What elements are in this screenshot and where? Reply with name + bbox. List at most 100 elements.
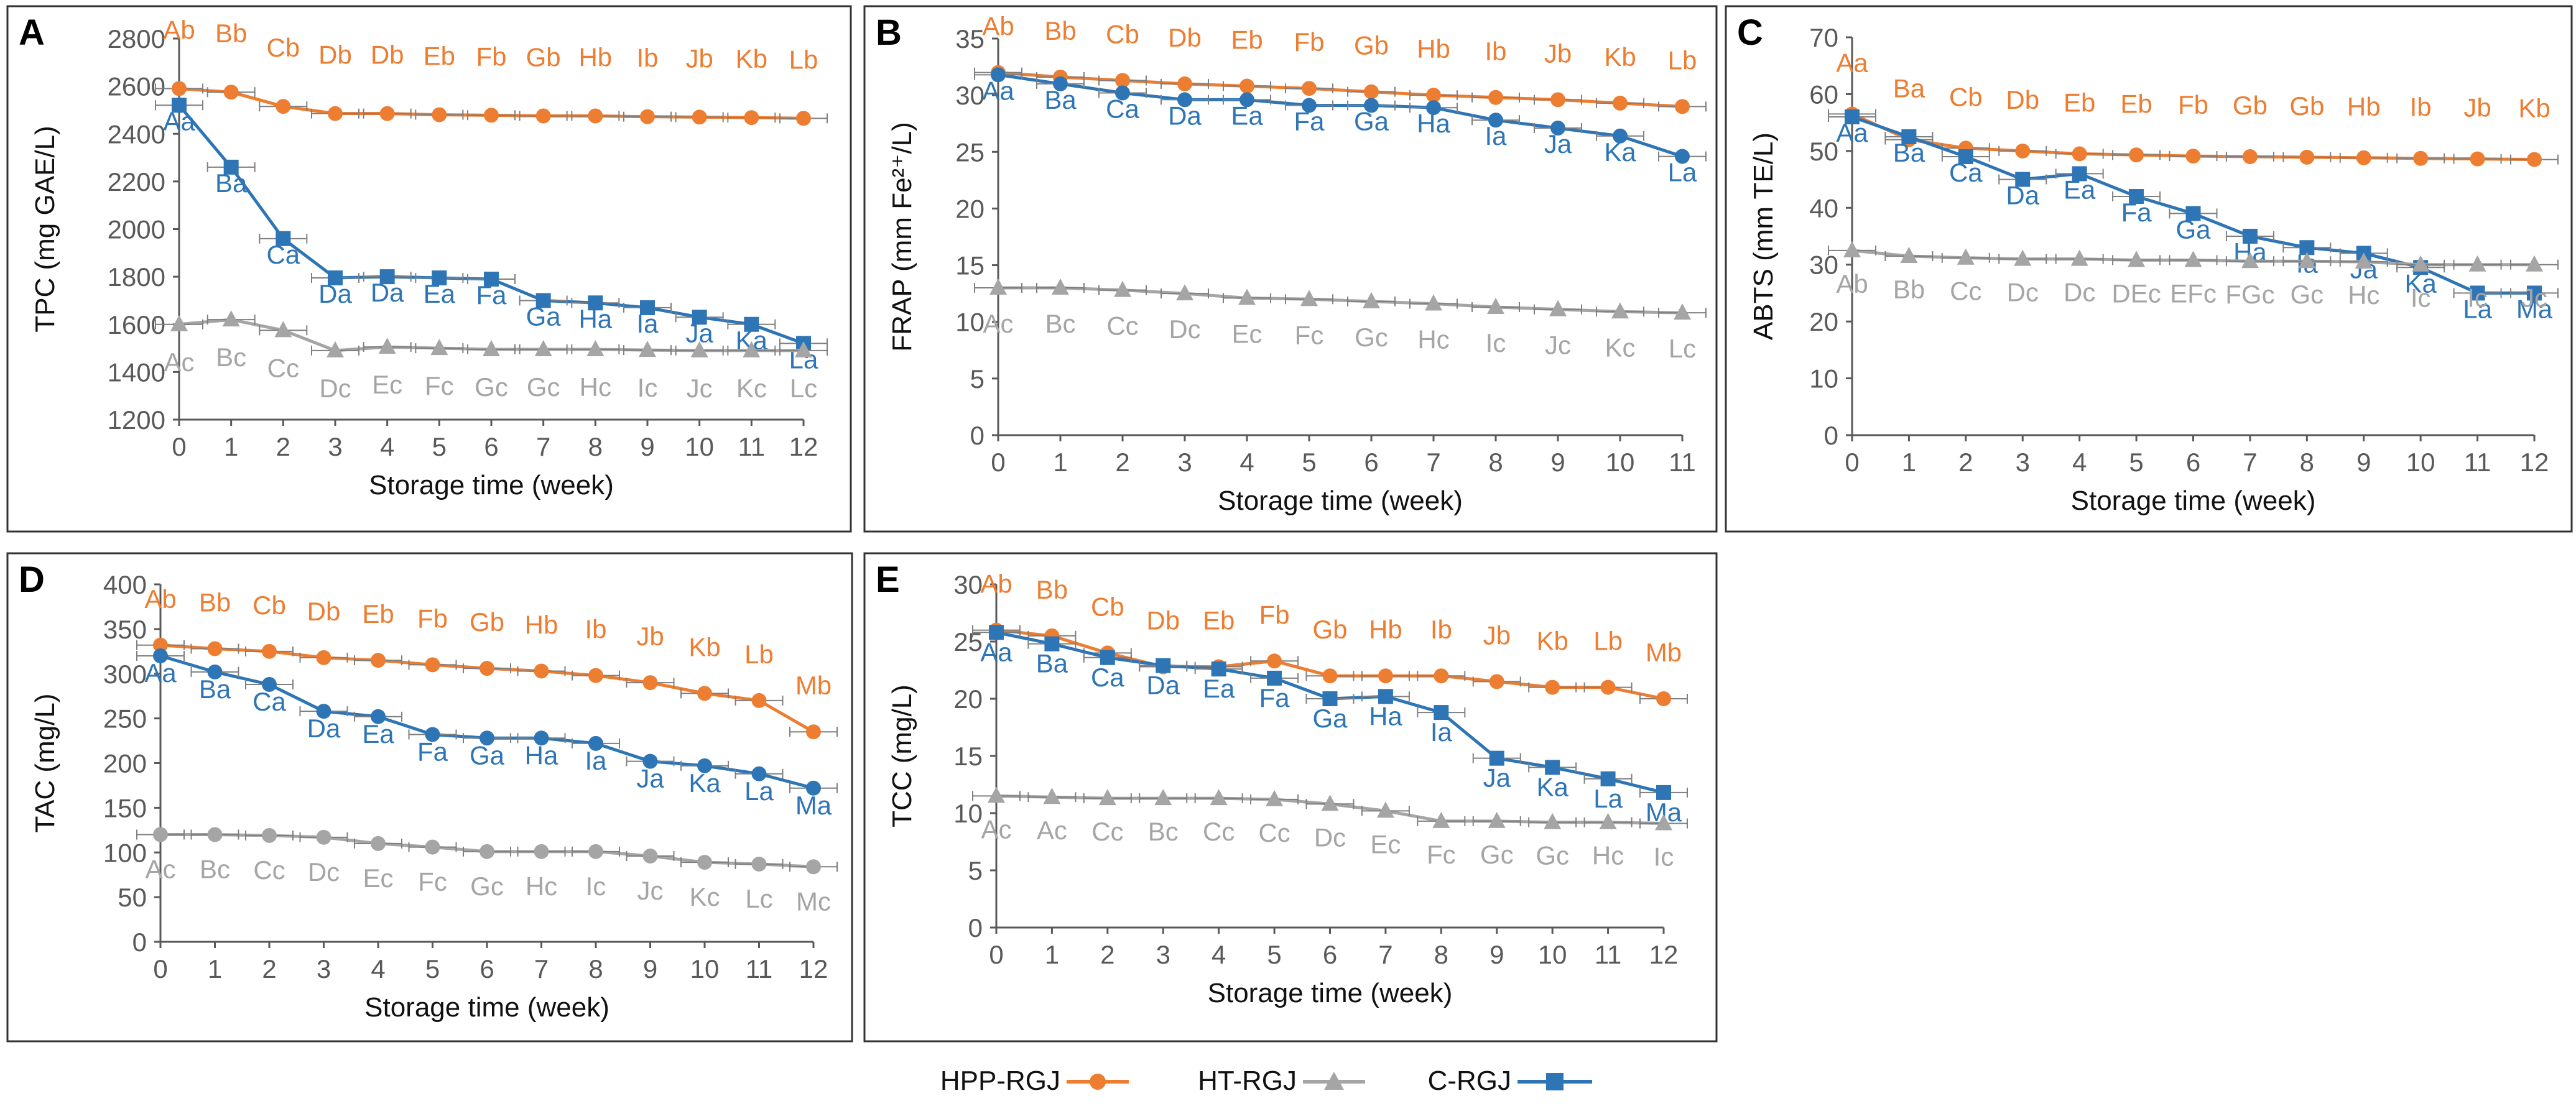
data-label: Ac xyxy=(164,348,194,377)
data-point xyxy=(588,668,603,683)
data-label: Ka xyxy=(688,768,721,798)
data-point xyxy=(588,735,603,751)
x-axis-title: Storage time (week) xyxy=(1218,486,1463,516)
y-tick-label: 20 xyxy=(953,684,983,714)
data-label: Bb xyxy=(1893,275,1925,304)
x-tick-label: 4 xyxy=(1212,940,1226,969)
data-point xyxy=(535,108,551,124)
data-label: Ia xyxy=(1430,717,1453,747)
x-tick-label: 2 xyxy=(262,954,276,983)
data-label: Jb xyxy=(1544,39,1572,68)
data-point xyxy=(1488,113,1503,128)
data-point xyxy=(1489,674,1504,689)
data-point xyxy=(751,766,767,781)
x-tick-label: 3 xyxy=(1156,940,1170,969)
data-point xyxy=(371,836,386,851)
data-label: Ca xyxy=(1106,94,1139,123)
x-axis-title: Storage time (week) xyxy=(1208,978,1453,1008)
data-label: Ia xyxy=(1485,121,1507,150)
data-label: Lb xyxy=(1593,627,1623,656)
data-point xyxy=(274,321,292,338)
data-point xyxy=(2015,172,2031,187)
data-point xyxy=(2526,255,2543,272)
data-label: Kc xyxy=(736,374,767,403)
data-point xyxy=(744,110,759,126)
y-tick-label: 350 xyxy=(103,615,147,644)
data-point xyxy=(588,295,603,311)
data-label: Bb xyxy=(215,19,247,48)
series-ht: Ac Bc Cc Dc Ec Fc Gc Gc Hc Ic Jc Kc Lc xyxy=(155,310,828,403)
data-point xyxy=(989,625,1004,640)
data-label: Ba xyxy=(1893,138,1925,167)
data-point xyxy=(1549,300,1567,316)
x-tick-label: 5 xyxy=(1267,940,1281,969)
data-point xyxy=(1239,78,1254,94)
data-point xyxy=(1176,284,1193,301)
data-point xyxy=(2184,251,2202,267)
x-tick-label: 7 xyxy=(2243,448,2257,477)
data-point xyxy=(2470,285,2485,301)
data-label: Ic xyxy=(2467,283,2488,313)
series-ht: Ac Ac Cc Bc Cc Cc Dc Ec Fc Gc Gc Hc Ic xyxy=(972,786,1688,872)
x-tick-label: 12 xyxy=(789,432,818,461)
data-point xyxy=(371,653,386,668)
data-label: Bb xyxy=(1044,16,1076,45)
y-tick-label: 2600 xyxy=(108,72,165,101)
data-point xyxy=(1043,788,1061,804)
data-label: Ea xyxy=(1231,101,1263,130)
data-point xyxy=(2527,285,2542,301)
data-label: Cb xyxy=(266,33,300,62)
data-point xyxy=(806,859,821,875)
x-tick-label: 8 xyxy=(1488,448,1503,477)
data-point xyxy=(1599,813,1617,829)
data-label: Gc xyxy=(1355,323,1388,352)
y-tick-label: 25 xyxy=(953,627,983,656)
data-label: Hc xyxy=(526,872,557,901)
data-label: Lc xyxy=(1669,334,1696,363)
data-point xyxy=(1267,653,1282,669)
data-label: Ia xyxy=(585,746,607,775)
data-label: Ga xyxy=(2175,214,2211,244)
data-point xyxy=(697,686,712,701)
x-tick-label: 4 xyxy=(2072,448,2087,477)
data-label: Ac xyxy=(145,855,175,884)
data-point xyxy=(1655,814,1672,831)
data-point xyxy=(316,829,331,845)
data-label: Cc xyxy=(1258,818,1290,847)
data-point xyxy=(1600,771,1616,786)
panel-letter: B xyxy=(876,12,902,53)
series-hpp: Ab Bb Cb Db Eb Fb Gb Hb Ib Jb Kb Lb Mb xyxy=(972,569,1688,706)
data-label: Aa xyxy=(980,637,1012,666)
data-point xyxy=(316,650,331,665)
legend-ht-text: HT-RGJ xyxy=(1198,1066,1297,1096)
data-label: Db xyxy=(1146,606,1180,635)
data-label: Ha xyxy=(1369,701,1402,730)
data-label: Ka xyxy=(1536,772,1568,801)
data-point xyxy=(484,108,499,123)
x-tick-label: 2 xyxy=(276,432,290,461)
data-point xyxy=(1425,294,1442,311)
x-tick-label: 11 xyxy=(746,954,773,983)
data-point xyxy=(692,310,707,325)
data-point xyxy=(535,293,551,308)
data-label: Kb xyxy=(2518,94,2550,123)
data-label: FGc xyxy=(2225,280,2274,309)
x-tick-label: 12 xyxy=(1649,940,1679,969)
data-point xyxy=(1675,99,1690,114)
x-tick-label: 10 xyxy=(2406,448,2435,477)
data-point xyxy=(1364,98,1379,113)
data-label: Gc xyxy=(2290,280,2323,309)
x-tick-label: 11 xyxy=(738,432,766,461)
data-point xyxy=(2242,229,2258,244)
data-label: Ja xyxy=(1544,129,1572,159)
data-point xyxy=(1300,290,1318,306)
series-line-c xyxy=(998,73,1683,158)
data-label: Ka xyxy=(1604,137,1636,167)
panel-letter: A xyxy=(19,12,45,53)
data-point xyxy=(639,341,656,357)
data-label: Bc xyxy=(216,343,246,372)
x-tick-label: 1 xyxy=(224,432,238,461)
x-axis-title: Storage time (week) xyxy=(2071,486,2316,516)
